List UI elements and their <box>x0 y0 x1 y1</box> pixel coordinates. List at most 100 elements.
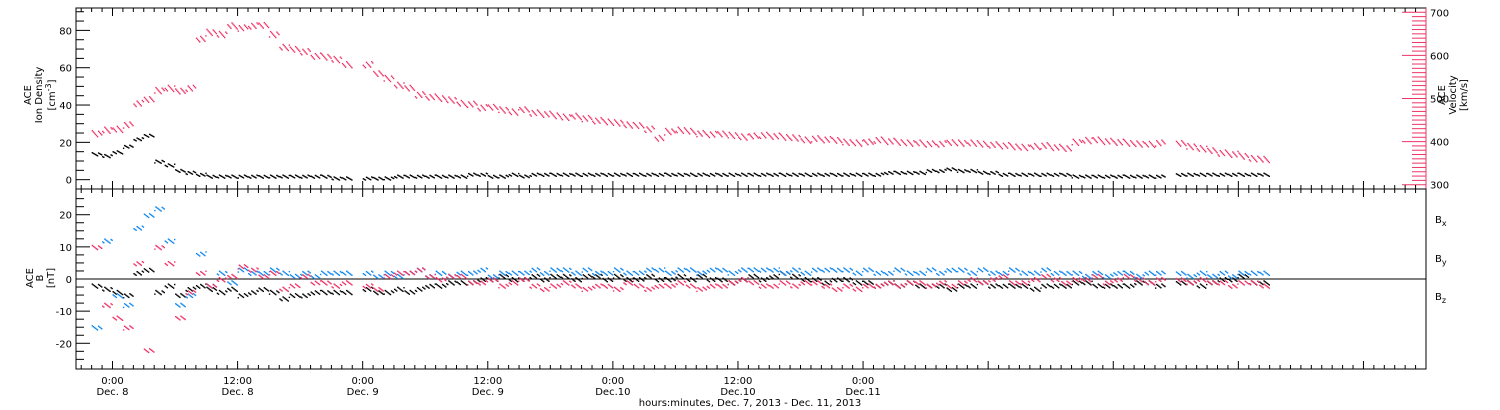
velocity-point <box>252 24 254 26</box>
by-point <box>237 271 239 273</box>
density-point <box>644 174 646 177</box>
by-point <box>1077 274 1080 276</box>
velocity-point <box>950 144 953 146</box>
bx-point <box>587 273 590 276</box>
by-point <box>297 275 299 277</box>
density-point <box>365 176 368 179</box>
bx-point <box>715 277 717 279</box>
velocity-point <box>886 142 888 144</box>
bx-point <box>302 293 304 295</box>
by-point <box>1074 272 1077 274</box>
velocity-point <box>807 140 810 142</box>
velocity-point <box>160 92 162 95</box>
density-point <box>578 174 580 176</box>
by-point <box>826 269 828 271</box>
density-point <box>570 173 572 175</box>
by-point <box>138 227 140 229</box>
density-point <box>457 175 459 178</box>
bx-point <box>717 277 719 280</box>
by-point <box>804 270 807 272</box>
bx-point <box>805 277 808 280</box>
by-point <box>375 276 377 278</box>
bz-point <box>134 264 136 266</box>
by-point <box>266 273 269 275</box>
density-point <box>564 173 567 176</box>
by-point <box>280 273 282 275</box>
velocity-point <box>102 130 104 133</box>
density-point <box>581 175 583 177</box>
velocity-point <box>270 32 273 34</box>
by-point <box>521 272 523 274</box>
bx-point <box>777 277 779 279</box>
density-point <box>795 174 797 176</box>
bx-point <box>531 274 533 276</box>
velocity-point <box>685 129 688 132</box>
by-point <box>478 270 480 272</box>
bx-point <box>1060 284 1062 286</box>
bz-point <box>300 276 302 279</box>
by-point <box>1102 276 1105 279</box>
density-point <box>200 172 202 175</box>
by-point <box>911 273 913 276</box>
velocity-point <box>216 35 219 37</box>
density-point <box>856 173 859 175</box>
density-point <box>526 175 528 178</box>
bx-point <box>204 287 206 289</box>
bz-point <box>346 280 348 282</box>
density-point <box>1218 175 1220 177</box>
bz-point <box>186 293 188 296</box>
bx-point <box>325 293 327 295</box>
velocity-point <box>1211 152 1213 155</box>
bz-point <box>522 279 524 282</box>
bx-point <box>816 280 818 282</box>
by-point <box>554 270 556 272</box>
velocity-point <box>571 114 573 116</box>
density-point <box>415 177 418 179</box>
by-point <box>973 272 975 275</box>
velocity-point <box>552 114 554 116</box>
density-point <box>147 136 150 138</box>
velocity-point <box>663 134 666 136</box>
density-point <box>254 176 256 178</box>
bx-point <box>862 280 864 283</box>
velocity-point <box>1098 137 1101 140</box>
density-point <box>913 171 915 173</box>
density-point <box>394 176 397 178</box>
bx-point <box>811 277 814 279</box>
by-point <box>657 271 660 273</box>
bx-point <box>1127 286 1130 289</box>
bx-point <box>1011 285 1013 287</box>
bz-point <box>228 275 230 278</box>
bx-point <box>641 278 643 280</box>
by-point <box>379 274 381 277</box>
velocity-point <box>1101 141 1104 143</box>
bx-point <box>1072 280 1075 282</box>
density-point <box>122 147 125 149</box>
velocity-point <box>961 143 963 145</box>
bx-point <box>1113 285 1115 287</box>
bx-point <box>412 292 415 294</box>
by-point <box>1208 274 1210 277</box>
density-point <box>227 175 229 177</box>
density-point <box>1220 173 1223 175</box>
density-point <box>633 172 636 175</box>
velocity-point <box>553 115 555 117</box>
bx-point <box>837 277 839 279</box>
velocity-point <box>503 111 505 113</box>
velocity-point <box>145 99 148 101</box>
by-point <box>1195 275 1198 278</box>
density-point <box>1238 172 1240 174</box>
bz-point <box>273 272 275 275</box>
velocity-point <box>1200 146 1203 148</box>
velocity-point <box>383 80 385 82</box>
bx-point <box>1233 278 1235 280</box>
density-point <box>484 175 487 177</box>
density-point <box>185 173 187 175</box>
density-point <box>606 175 609 177</box>
density-point <box>705 174 708 176</box>
bx-point <box>351 293 353 296</box>
bx-point <box>559 276 562 278</box>
density-point <box>204 175 206 177</box>
by-point <box>1232 274 1234 276</box>
by-point <box>1009 267 1011 269</box>
